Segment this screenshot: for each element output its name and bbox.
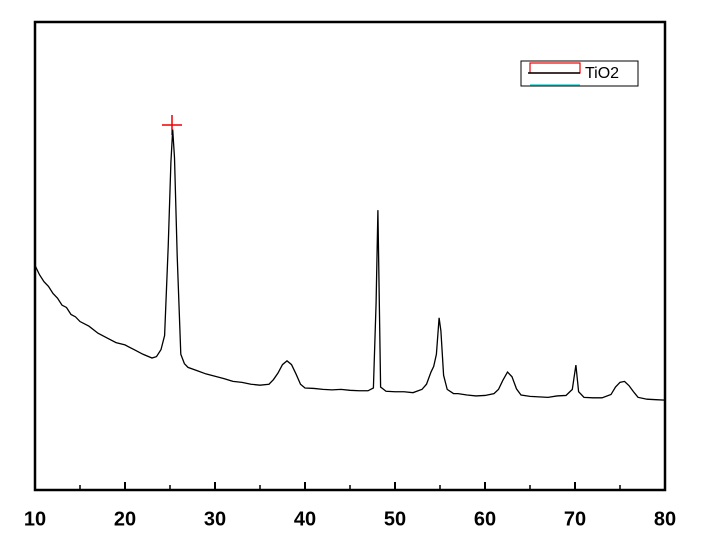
x-tick-label: 10 — [24, 508, 46, 530]
x-tick-label: 80 — [654, 508, 676, 530]
legend: TiO2 — [520, 60, 639, 87]
x-tick-label: 70 — [564, 508, 586, 530]
x-tick-label: 40 — [294, 508, 316, 530]
plot-frame — [33, 20, 667, 492]
x-tick-label: 50 — [384, 508, 406, 530]
data-line — [34, 129, 666, 401]
x-tick-label: 20 — [114, 508, 136, 530]
x-tick-label: 30 — [204, 508, 226, 530]
legend-label: TiO2 — [585, 65, 619, 82]
x-tick-label: 60 — [474, 508, 496, 530]
